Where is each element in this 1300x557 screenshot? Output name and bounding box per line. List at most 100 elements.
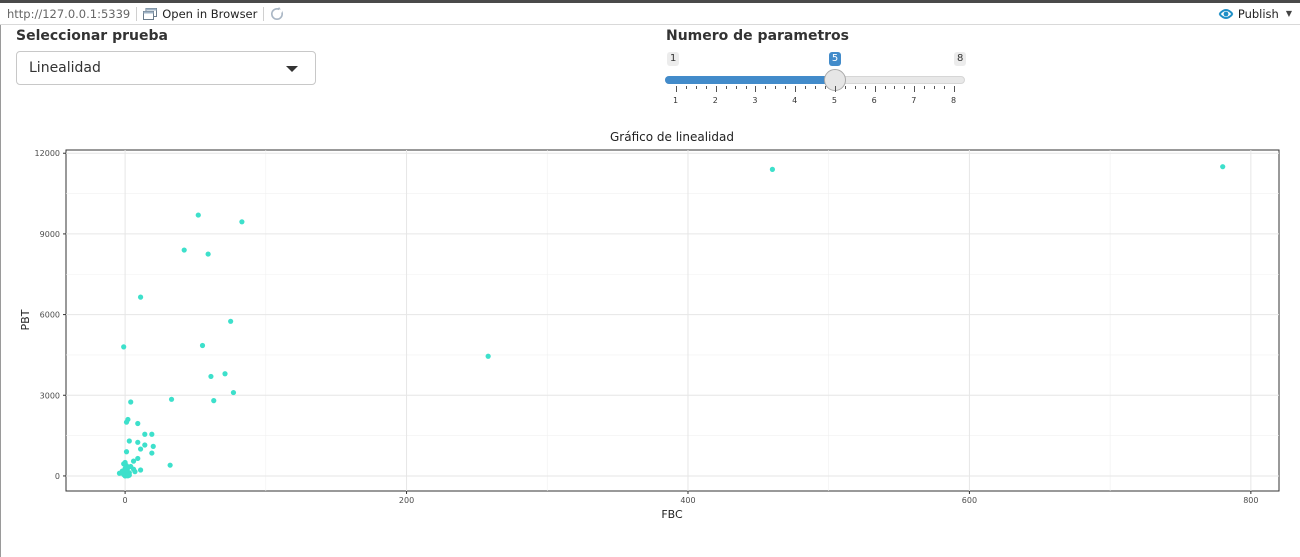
data-point [128,399,134,405]
slider-min-label: 1 [667,52,680,66]
slider-major-tick [715,86,717,92]
data-point [230,389,237,396]
slider-minor-tick [695,86,697,89]
test-select-value: Linealidad [29,60,101,76]
slider-minor-tick [824,86,826,89]
test-select[interactable]: Linealidad [16,51,316,85]
slider-minor-tick [735,86,737,89]
slider-major-tick [954,86,955,92]
data-point [228,318,234,324]
toolbar-divider [263,6,265,21]
slider-major-tick [676,86,677,92]
data-point [167,462,173,468]
data-point [125,473,131,479]
x-tick-label: 600 [962,496,977,505]
y-axis-label: PBT [19,309,32,330]
slider-minor-tick [815,86,816,89]
window-top-edge [0,0,1300,3]
slider-tick-label: 3 [752,96,758,105]
y-tick-label: 12000 [35,149,60,158]
slider-tick-label: 4 [792,96,798,105]
x-tick-label: 800 [1243,496,1258,505]
slider-max-label: 8 [954,52,967,66]
x-tick-label: 0 [123,496,128,505]
y-tick-label: 0 [55,472,60,481]
slider-minor-tick [894,86,896,89]
data-point [222,371,228,377]
data-point [149,431,155,437]
open-in-browser-button[interactable]: Open in Browser [143,7,257,21]
slider-major-tick [834,86,836,92]
data-point [208,373,214,380]
slider-tick-label: 5 [831,96,837,105]
data-point [135,420,141,427]
data-point [195,212,201,218]
plot-panel [65,149,1280,492]
data-point [181,247,187,253]
data-point [150,443,156,449]
data-point [116,470,123,476]
slider-minor-tick [944,86,946,89]
slider-major-tick [914,86,916,92]
data-point [168,396,175,402]
slider-minor-tick [725,86,727,89]
slider-value-label: 5 [828,52,842,66]
y-tick-label: 9000 [40,230,60,239]
chevron-down-icon[interactable]: ▼ [1285,9,1292,18]
chevron-down-icon [286,66,298,72]
publish-button[interactable]: Publish ▼ [1218,7,1292,21]
url-text[interactable]: http://127.0.0.1:5339 [7,6,131,21]
data-point [211,398,217,404]
param-slider[interactable]: 1 8 5 1 2 3 4 5 6 7 8 [665,50,967,110]
slider-minor-tick [884,86,886,89]
data-point [769,166,776,172]
data-point [485,353,491,359]
y-tick-label: 6000 [40,311,60,320]
slider-tick-label: 1 [673,96,679,105]
select-test-label: Seleccionar prueba [16,28,168,44]
data-point [142,431,148,437]
publish-label: Publish [1237,6,1279,21]
x-tick-label: 400 [680,496,695,505]
linearity-scatter-plot: 0 200 400 600 800 0 3000 6000 9000 12000 Gráfico … [19,130,1280,521]
param-slider-label: Numero de parametros [666,28,850,44]
data-point [132,469,138,475]
open-in-browser-label: Open in Browser [162,6,258,21]
slider-minor-tick [745,86,747,89]
data-point [137,294,144,300]
slider-tick-label: 8 [951,96,957,105]
slider-major-tick [874,86,876,92]
data-point [126,438,132,444]
slider-minor-tick [785,86,787,89]
data-point [135,439,141,445]
data-point [142,442,148,448]
slider-minor-tick [805,86,807,89]
viewer-frame-border [0,25,1,557]
slider-tick-label: 7 [911,96,917,105]
data-point [1220,164,1226,170]
x-tick-label: 200 [399,496,414,505]
slider-minor-tick [934,86,936,89]
refresh-icon [271,6,284,20]
slider-minor-tick [854,86,856,89]
data-point [205,251,211,257]
slider-major-tick [795,86,797,92]
open-window-icon [143,7,158,20]
data-point [137,446,144,452]
data-point [130,458,137,464]
slider-major-tick [755,86,757,92]
slider-fill [665,76,835,84]
slider-minor-tick [844,86,846,89]
data-point [149,450,155,456]
slider-minor-tick [765,86,767,89]
publish-icon [1218,8,1234,19]
slider-minor-tick [705,86,707,89]
slider-minor-tick [904,86,906,89]
x-axis-label: FBC [661,508,683,521]
data-point [123,449,130,455]
slider-tick-label: 6 [871,96,877,105]
viewer-toolbar: http://127.0.0.1:5339 Open in Browser Pu… [0,3,1300,25]
slider-minor-tick [924,86,926,89]
refresh-button[interactable] [270,6,284,21]
slider-minor-tick [864,86,866,89]
